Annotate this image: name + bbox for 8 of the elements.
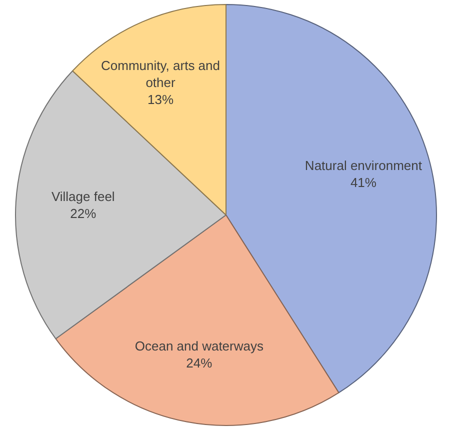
slice-label: Community, arts and other: [101, 58, 220, 90]
data-label: 22%: [70, 206, 97, 222]
data-label: 24%: [186, 356, 213, 371]
slice-label: Natural environment: [304, 158, 422, 174]
data-label: 13%: [148, 92, 174, 108]
slice-label: Village feel: [51, 189, 115, 204]
data-label: 41%: [350, 175, 377, 190]
slice-label: Ocean and waterways: [134, 338, 264, 354]
